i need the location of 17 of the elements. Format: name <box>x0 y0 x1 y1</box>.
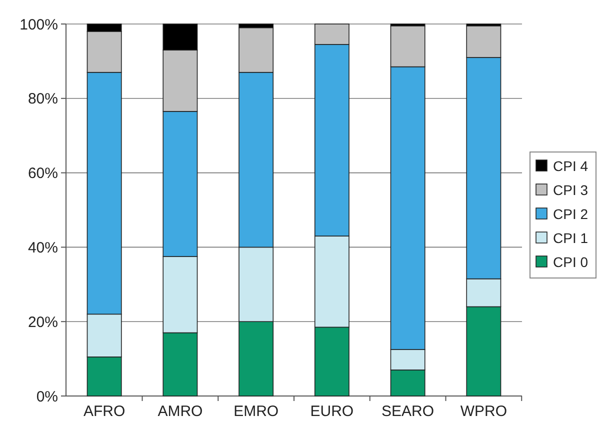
y-tick-label: 100% <box>20 16 58 34</box>
y-tick-label: 80% <box>28 90 58 108</box>
legend-label: CPI 1 <box>553 230 588 246</box>
x-tick-label: WPRO <box>460 403 508 420</box>
y-tick-label: 0% <box>36 388 58 406</box>
y-tick-label: 60% <box>28 165 58 182</box>
legend-label: CPI 0 <box>553 254 588 270</box>
x-tick-label: EMRO <box>234 403 279 420</box>
y-tick-label: 40% <box>28 239 58 256</box>
x-tick-label: AMRO <box>158 403 203 420</box>
legend-label: CPI 3 <box>553 182 588 198</box>
y-tick-label: 20% <box>28 314 58 331</box>
legend-label: CPI 2 <box>553 206 588 222</box>
x-tick-label: AFRO <box>83 403 126 420</box>
x-tick-label: EURO <box>310 403 354 420</box>
legend-label: CPI 4 <box>553 158 588 174</box>
x-tick-label: SEARO <box>382 403 434 420</box>
